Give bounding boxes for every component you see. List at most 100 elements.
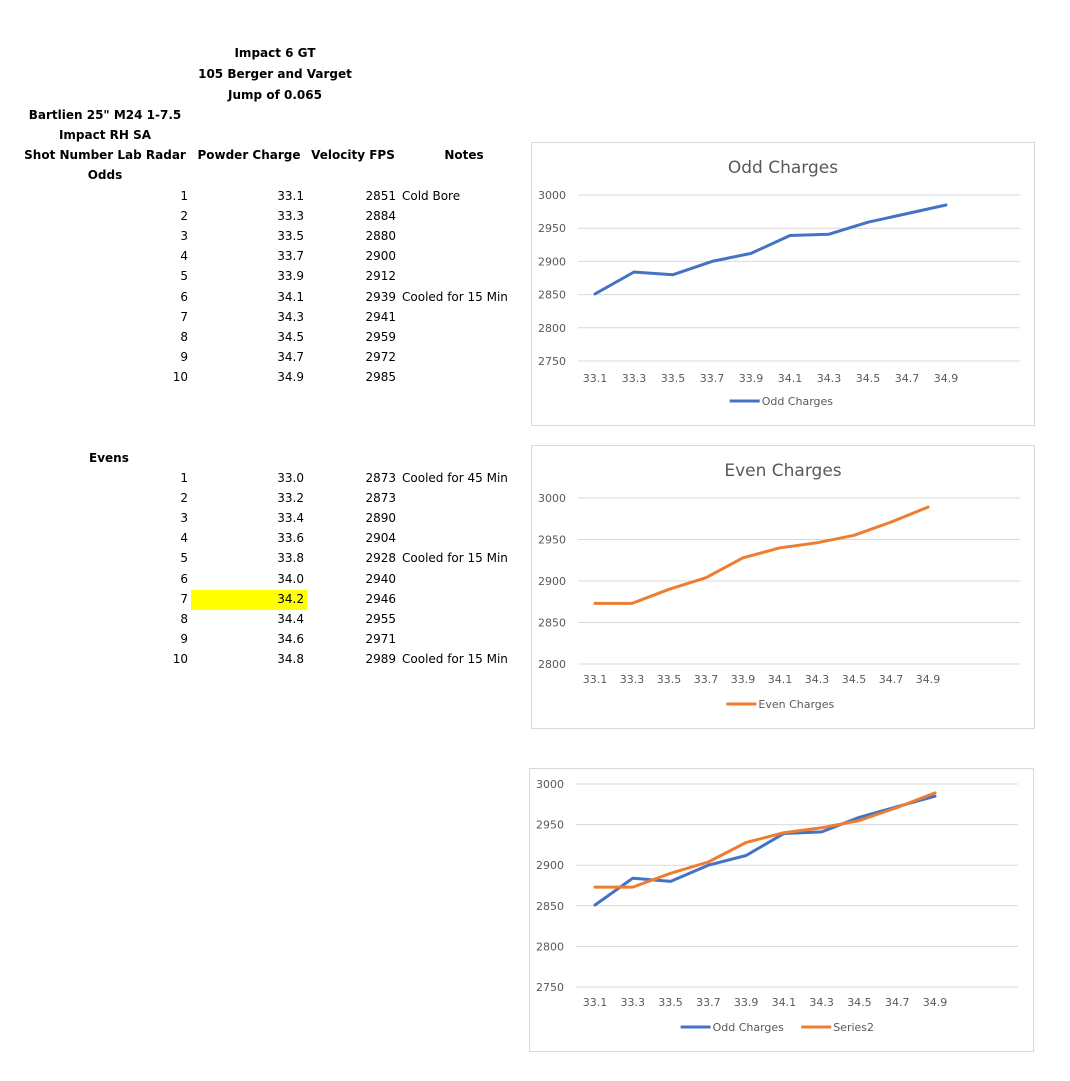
velocity-cell: 2971: [365, 632, 396, 646]
velocity-cell: 2890: [365, 511, 396, 525]
x-tick-label: 34.5: [856, 372, 881, 385]
combined-charges-chart-svg: 3000 2950 2900 2850 2800 2750 33.1 33.3 33.5 33.7…: [536, 778, 1018, 1034]
y-tick-label: 2900: [536, 859, 564, 872]
shot-number-cell: 6: [180, 572, 188, 586]
velocity-cell: 2851: [365, 189, 396, 203]
x-tick-label: 33.5: [657, 673, 682, 686]
x-tick-label: 34.7: [879, 673, 904, 686]
velocity-cell: 2941: [365, 310, 396, 324]
y-tick-label: 2950: [538, 222, 566, 235]
x-tick-label: 34.7: [885, 996, 910, 1009]
powder-charge-cell: 34.9: [277, 370, 304, 384]
y-tick-label: 2800: [538, 322, 566, 335]
x-tick-label: 33.5: [661, 372, 686, 385]
x-tick-label: 33.7: [694, 673, 719, 686]
velocity-cell: 2873: [365, 471, 396, 485]
evens-label: Evens: [89, 451, 129, 465]
highlight-cell: [191, 590, 307, 610]
velocity-cell: 2959: [365, 330, 396, 344]
x-tick-label: 33.1: [583, 996, 608, 1009]
x-tick-label: 34.1: [772, 996, 797, 1009]
powder-charge-cell: 33.4: [277, 511, 304, 525]
x-tick-label: 33.3: [620, 673, 645, 686]
velocity-cell: 2940: [365, 572, 396, 586]
x-tick-label: 34.3: [809, 996, 834, 1009]
combined-charges-chart[interactable]: 3000 2950 2900 2850 2800 2750 33.1 33.3 33.5 33.7…: [529, 768, 1034, 1052]
shot-number-cell: 10: [172, 370, 188, 384]
powder-charge-cell: 34.2: [277, 592, 304, 606]
velocity-cell: 2972: [365, 350, 396, 364]
y-tick-label: 2950: [536, 819, 564, 832]
powder-charge-cell: 33.8: [277, 551, 304, 565]
shot-number-cell: 2: [180, 491, 188, 505]
y-tick-label: 2900: [538, 255, 566, 268]
legend-label: Odd Charges: [762, 395, 834, 408]
column-header-notes: Notes: [444, 148, 484, 162]
y-tick-label: 2750: [536, 981, 564, 994]
powder-charge-cell: 33.3: [277, 209, 304, 223]
shot-number-cell: 4: [180, 531, 188, 545]
odd-charges-chart[interactable]: Odd Charges 3000 2950 2900 2850 2800 2750 33.1 3…: [531, 142, 1035, 426]
series-line-2: [593, 791, 937, 889]
y-tick-label: 3000: [538, 189, 566, 202]
series-line-1: [593, 203, 948, 296]
notes-cell: Cooled for 15 Min: [402, 551, 508, 565]
title-line-1: Impact 6 GT: [234, 46, 316, 60]
legend-label: Odd Charges: [713, 1021, 785, 1034]
y-tick-label: 2800: [536, 940, 564, 953]
powder-charge-cell: 34.7: [277, 350, 304, 364]
shot-number-cell: 9: [180, 632, 188, 646]
notes-cell: Cooled for 15 Min: [402, 652, 508, 666]
x-tick-label: 34.9: [934, 372, 959, 385]
powder-charge-cell: 34.4: [277, 612, 304, 626]
velocity-cell: 2955: [365, 612, 396, 626]
powder-charge-cell: 34.0: [277, 572, 304, 586]
chart-title: Odd Charges: [728, 158, 838, 178]
y-tick-label: 2950: [538, 534, 566, 547]
powder-charge-cell: 33.5: [277, 229, 304, 243]
shot-number-cell: 5: [180, 269, 188, 283]
x-tick-label: 33.9: [731, 673, 756, 686]
rifle-line-1: Bartlien 25" M24 1-7.5: [28, 108, 182, 122]
x-tick-label: 34.1: [768, 673, 793, 686]
x-tick-label: 34.9: [923, 996, 948, 1009]
powder-charge-cell: 34.1: [277, 290, 304, 304]
velocity-cell: 2989: [365, 652, 396, 666]
y-tick-label: 3000: [538, 492, 566, 505]
x-tick-label: 33.1: [583, 673, 608, 686]
y-tick-label: 2900: [538, 575, 566, 588]
y-tick-label: 2850: [536, 900, 564, 913]
shot-number-cell: 2: [180, 209, 188, 223]
shot-number-cell: 6: [180, 290, 188, 304]
title-line-3: Jump of 0.065: [228, 88, 322, 102]
notes-cell: Cold Bore: [402, 189, 461, 203]
notes-cell: Cooled for 15 Min: [402, 290, 508, 304]
powder-charge-cell: 33.9: [277, 269, 304, 283]
shot-number-cell: 9: [180, 350, 188, 364]
powder-charge-cell: 34.3: [277, 310, 304, 324]
powder-charge-cell: 33.2: [277, 491, 304, 505]
shot-number-cell: 3: [180, 511, 188, 525]
powder-charge-cell: 34.8: [277, 652, 304, 666]
powder-charge-cell: 34.6: [277, 632, 304, 646]
legend-label: Series2: [833, 1021, 874, 1034]
even-charges-chart[interactable]: Even Charges 3000 2950 2900 2850 2800 33.1 33.3…: [531, 445, 1035, 729]
y-tick-label: 2800: [538, 658, 566, 671]
velocity-cell: 2912: [365, 269, 396, 283]
x-tick-label: 34.1: [778, 372, 803, 385]
x-tick-label: 34.5: [842, 673, 867, 686]
shot-number-cell: 4: [180, 249, 188, 263]
velocity-cell: 2884: [365, 209, 396, 223]
x-tick-label: 34.3: [805, 673, 830, 686]
velocity-cell: 2985: [365, 370, 396, 384]
shot-number-cell: 8: [180, 330, 188, 344]
velocity-cell: 2946: [365, 592, 396, 606]
x-tick-label: 33.3: [622, 372, 647, 385]
velocity-cell: 2904: [365, 531, 396, 545]
y-tick-label: 2850: [538, 617, 566, 630]
y-tick-label: 3000: [536, 778, 564, 791]
powder-charge-cell: 34.5: [277, 330, 304, 344]
x-tick-label: 33.7: [700, 372, 725, 385]
x-tick-label: 34.7: [895, 372, 920, 385]
odd-charges-chart-svg: Odd Charges 3000 2950 2900 2850 2800 2750 33.1 3…: [538, 158, 1020, 408]
